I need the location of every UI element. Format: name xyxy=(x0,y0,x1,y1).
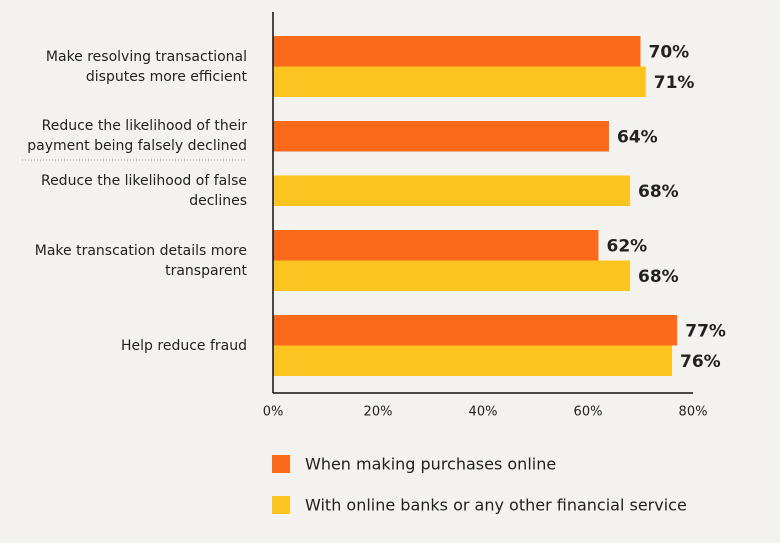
bar xyxy=(273,121,609,152)
bar xyxy=(273,36,641,67)
value-label: 68% xyxy=(638,182,679,202)
bar xyxy=(273,66,646,97)
category-label: Make resolving transactional disputes mo… xyxy=(45,48,247,85)
bar xyxy=(273,345,672,376)
legend-label: With online banks or any other financial… xyxy=(305,496,687,515)
category-label: Help reduce fraud xyxy=(121,337,247,354)
value-label: 70% xyxy=(649,42,690,62)
legend-swatch xyxy=(272,455,290,473)
x-tick-label: 60% xyxy=(574,405,603,420)
bar xyxy=(273,315,678,346)
x-tick-label: 40% xyxy=(469,405,498,420)
legend-swatch xyxy=(272,496,290,514)
bar xyxy=(273,260,630,291)
value-label: 68% xyxy=(638,267,679,287)
value-label: 62% xyxy=(607,236,648,256)
bar xyxy=(273,230,599,261)
value-label: 77% xyxy=(685,321,726,341)
legend-label: When making purchases online xyxy=(305,455,556,474)
category-label: Make transcation details more transparen… xyxy=(34,242,247,279)
value-label: 64% xyxy=(617,127,658,147)
category-label: Reduce the likelihood of their payment b… xyxy=(27,118,247,155)
x-tick-label: 0% xyxy=(263,405,284,420)
bar xyxy=(273,175,630,206)
value-label: 76% xyxy=(680,352,721,372)
value-label: 71% xyxy=(654,73,695,93)
category-label: Reduce the likelihood of false declines xyxy=(40,172,247,209)
x-tick-label: 80% xyxy=(679,405,708,420)
x-tick-label: 20% xyxy=(364,405,393,420)
